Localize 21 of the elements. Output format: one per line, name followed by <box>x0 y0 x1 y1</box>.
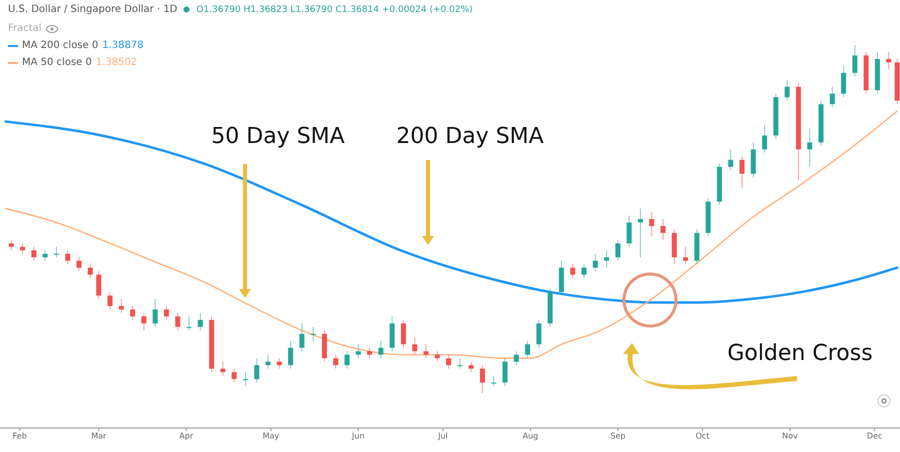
legend-label: MA 50 close 0 <box>22 56 92 70</box>
text: O1.36790 H1.36823 L1.36790 C1.36814 +0.00024 (+0.02%) <box>196 4 473 14</box>
x-tick-label: May <box>262 432 280 441</box>
annotation: 200 Day SMA <box>396 124 544 149</box>
x-tick-label: Jun <box>351 432 365 441</box>
annotation: 1.38502 <box>96 56 138 70</box>
chart-title: U.S. Dollar / Singapore Dollar · 1D <box>8 4 178 15</box>
x-tick-label: Sep <box>610 432 626 441</box>
legend-label: MA 200 close 0 <box>22 39 98 53</box>
x-tick-label: Mar <box>91 432 108 441</box>
x-tick-label: Oct <box>696 432 710 441</box>
x-tick-label: Dec <box>866 432 882 441</box>
x-tick-label: Aug <box>522 432 538 441</box>
x-tick-label: Nov <box>782 432 798 441</box>
x-tick-label: Apr <box>179 432 194 441</box>
annotation: 1.38878 <box>102 39 144 53</box>
annotation: Golden Cross <box>727 341 873 366</box>
x-tick-label: Jul <box>437 432 448 441</box>
annotation: 50 Day SMA <box>211 124 345 149</box>
text: Fractal <box>8 22 42 36</box>
x-tick-label: Feb <box>12 432 27 441</box>
